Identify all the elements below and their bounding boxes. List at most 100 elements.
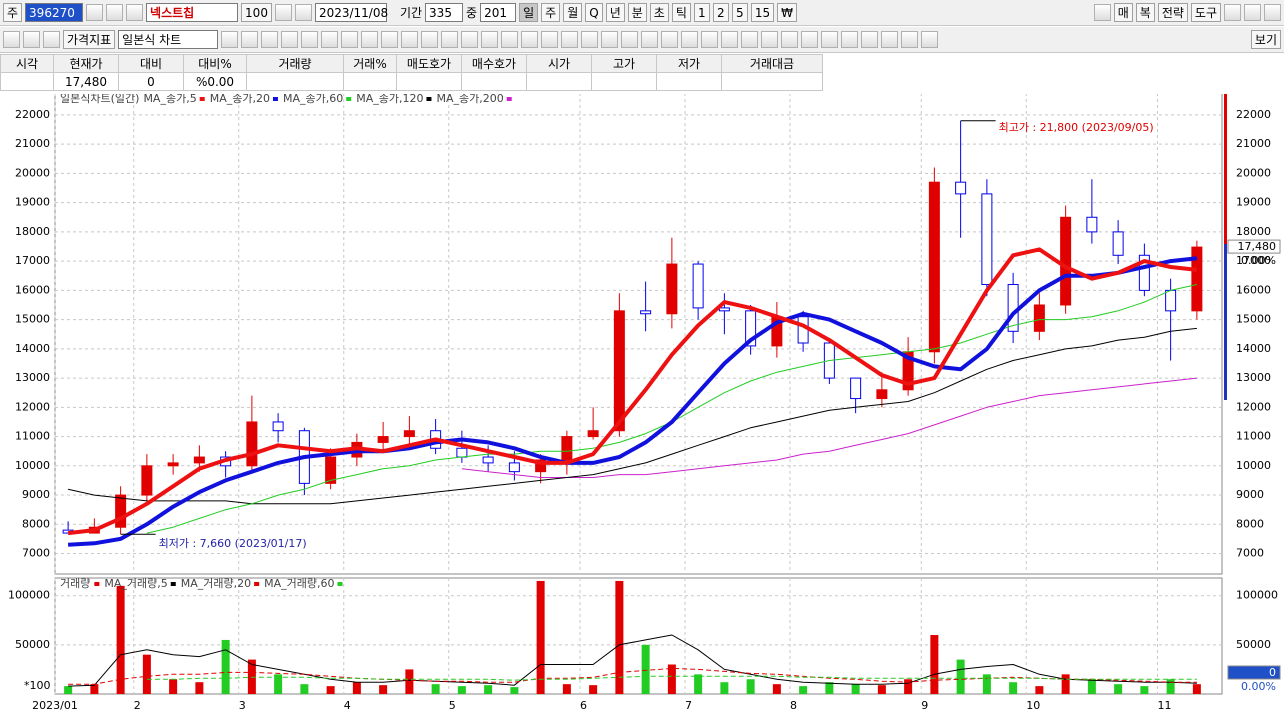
- tool-icon[interactable]: [621, 31, 639, 48]
- y-tick-label: 8000: [22, 517, 50, 530]
- period-button[interactable]: 년: [605, 3, 625, 22]
- period-button[interactable]: ₩: [777, 3, 798, 22]
- tool-icon[interactable]: [1224, 4, 1241, 21]
- tool-icon[interactable]: [861, 31, 879, 48]
- y-tick-label: 21000: [15, 137, 50, 150]
- tool-icon[interactable]: [501, 31, 519, 48]
- y-tick-label-right: 16000: [1236, 283, 1271, 296]
- candle-body: [1165, 289, 1177, 312]
- x-tick-label: 2023/01: [32, 699, 78, 712]
- tool-icon[interactable]: [661, 31, 679, 48]
- date-input[interactable]: 2023/11/08: [314, 3, 388, 22]
- view-button[interactable]: 보기: [1250, 30, 1281, 49]
- count-button[interactable]: 100: [241, 3, 272, 22]
- tool-icon[interactable]: [3, 31, 20, 48]
- tool-icon[interactable]: [241, 31, 259, 48]
- tool-icon[interactable]: [781, 31, 799, 48]
- period-button[interactable]: 초: [649, 3, 669, 22]
- tool-icon[interactable]: [921, 31, 939, 48]
- period-button[interactable]: 틱: [671, 3, 691, 22]
- tool-icon[interactable]: [341, 31, 359, 48]
- menu-button[interactable]: 복: [1135, 3, 1155, 22]
- volume-bar: [562, 684, 571, 694]
- quote-header: 거래대금: [721, 54, 823, 73]
- code-input[interactable]: 396270: [25, 3, 84, 22]
- x-tick-label: 7: [685, 699, 692, 712]
- y-tick-label-right: 15000: [1236, 313, 1271, 326]
- panel-frame: [54, 577, 1223, 695]
- ma-line: [67, 327, 1197, 505]
- tool-icon[interactable]: [126, 4, 144, 21]
- tool-icon[interactable]: [541, 31, 559, 48]
- tool-icon[interactable]: [294, 4, 312, 21]
- tool-icon[interactable]: [441, 31, 459, 48]
- tool-icon[interactable]: [701, 31, 719, 48]
- market-button[interactable]: 주: [3, 3, 23, 22]
- tool-icon[interactable]: [841, 31, 859, 48]
- volume-bar: [851, 684, 860, 694]
- tool-icon[interactable]: [221, 31, 239, 48]
- tool-icon[interactable]: [381, 31, 399, 48]
- period-button[interactable]: Q: [585, 3, 603, 22]
- candle-body: [246, 421, 258, 467]
- tool-icon[interactable]: [521, 31, 539, 48]
- menu-button[interactable]: 도구: [1190, 3, 1221, 22]
- tool-icon[interactable]: [1093, 4, 1111, 21]
- tool-icon[interactable]: [321, 31, 339, 48]
- menu-button[interactable]: 매: [1113, 3, 1133, 22]
- chart-type-select[interactable]: 일본식 차트: [118, 30, 219, 49]
- legend-title: 일본식차트(일간): [60, 94, 139, 105]
- tool-icon[interactable]: [461, 31, 479, 48]
- tool-icon[interactable]: [301, 31, 319, 48]
- tool-icon[interactable]: [86, 4, 104, 21]
- tool-icon[interactable]: [801, 31, 819, 48]
- tool-icon[interactable]: [281, 31, 299, 48]
- name-input[interactable]: 넥스트칩: [146, 3, 239, 22]
- tool-icon[interactable]: [43, 31, 60, 48]
- menu-button[interactable]: 전략: [1157, 3, 1188, 22]
- tool-icon[interactable]: [361, 31, 379, 48]
- period-button[interactable]: 2: [712, 3, 729, 22]
- y-tick-label-right: 17000: [1236, 254, 1271, 267]
- tool-icon[interactable]: [401, 31, 419, 48]
- tool-icon[interactable]: [761, 31, 779, 48]
- tool-icon[interactable]: [23, 31, 40, 48]
- period-button[interactable]: 15: [750, 3, 775, 22]
- period-button[interactable]: 주: [541, 3, 561, 22]
- tool-icon[interactable]: [1244, 4, 1261, 21]
- tool-icon[interactable]: [481, 31, 499, 48]
- period-input[interactable]: 335: [425, 3, 464, 22]
- tool-icon[interactable]: [561, 31, 579, 48]
- volume-bar: [720, 682, 729, 694]
- period-button[interactable]: 1: [693, 3, 710, 22]
- volume-bar: [615, 580, 624, 694]
- tool-icon[interactable]: [881, 31, 899, 48]
- period-button[interactable]: 일: [519, 3, 539, 22]
- tool-icon[interactable]: [1264, 4, 1281, 21]
- tool-icon[interactable]: [421, 31, 439, 48]
- mid-input[interactable]: 201: [480, 3, 517, 22]
- tool-icon[interactable]: [106, 4, 124, 21]
- volume-bar: [1035, 686, 1044, 694]
- quote-value: [0, 72, 54, 91]
- toolbar-chart: 가격지표 일본식 차트 보기: [0, 27, 1284, 53]
- volume-bar: [90, 684, 99, 694]
- candle-body: [325, 456, 337, 484]
- tool-icon[interactable]: [641, 31, 659, 48]
- tool-icon[interactable]: [681, 31, 699, 48]
- tool-icon[interactable]: [261, 31, 279, 48]
- tool-icon[interactable]: [581, 31, 599, 48]
- tool-icon[interactable]: [821, 31, 839, 48]
- indicator-button[interactable]: 가격지표: [63, 30, 116, 49]
- period-button[interactable]: 5: [731, 3, 748, 22]
- period-button[interactable]: 월: [563, 3, 583, 22]
- volume-bar: [116, 585, 125, 694]
- x-tick-label: 5: [449, 699, 456, 712]
- tool-icon[interactable]: [901, 31, 919, 48]
- tool-icon[interactable]: [601, 31, 619, 48]
- tool-icon[interactable]: [274, 4, 292, 21]
- tool-icon[interactable]: [741, 31, 759, 48]
- tool-icon[interactable]: [721, 31, 739, 48]
- period-button[interactable]: 분: [627, 3, 647, 22]
- annotation: 최고가 : 21,800 (2023/09/05): [999, 121, 1154, 134]
